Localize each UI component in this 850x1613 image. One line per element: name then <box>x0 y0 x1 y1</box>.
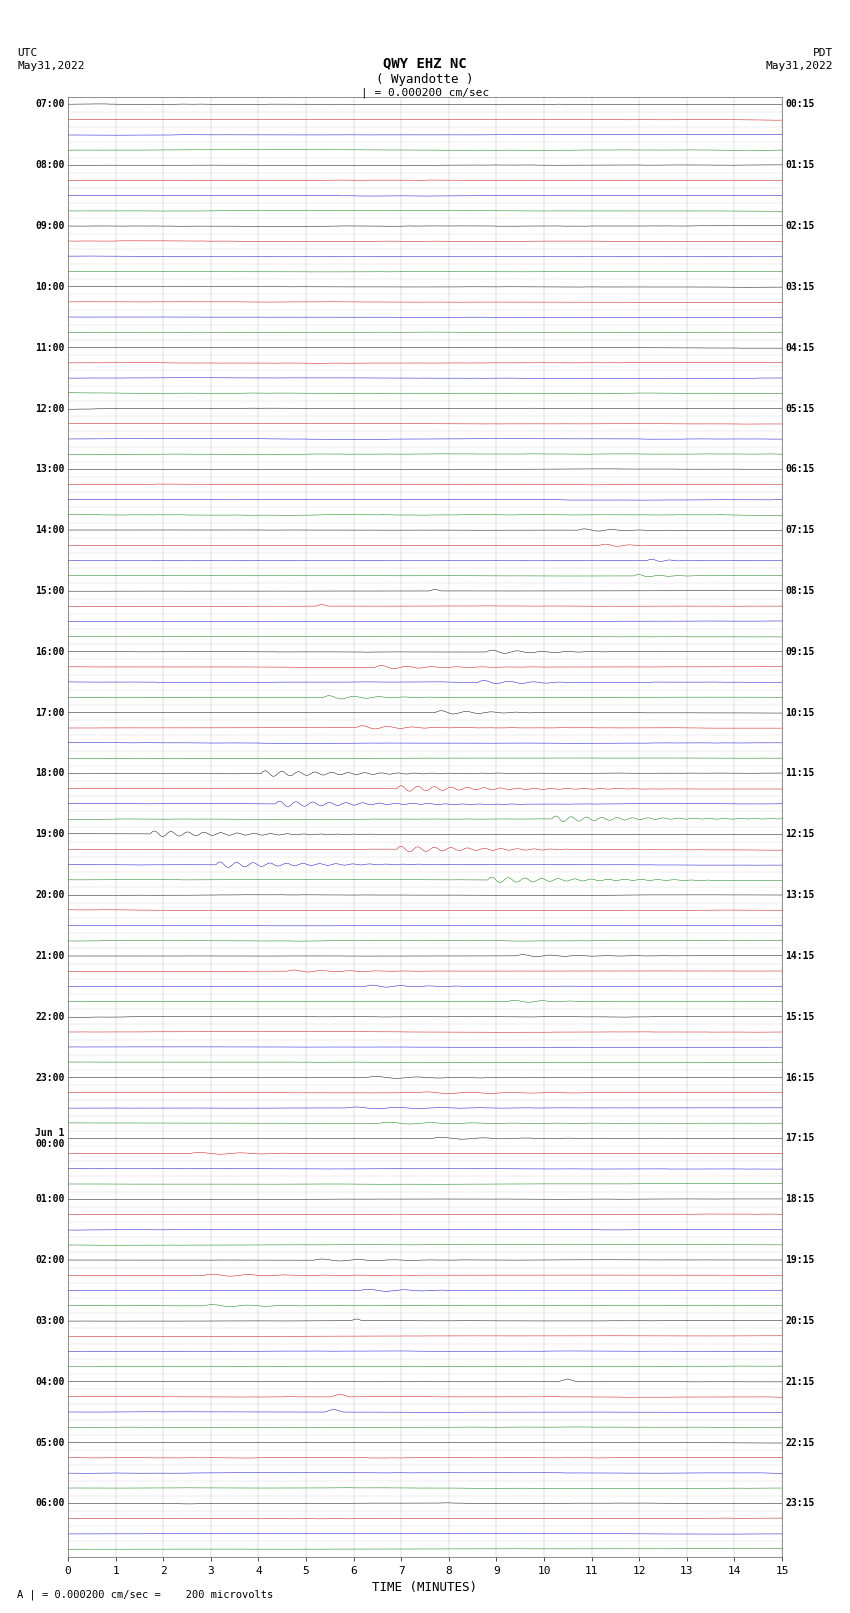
Text: May31,2022: May31,2022 <box>17 61 84 71</box>
Text: 05:00: 05:00 <box>35 1437 65 1447</box>
Text: 20:15: 20:15 <box>785 1316 815 1326</box>
Text: PDT: PDT <box>813 48 833 58</box>
Text: 07:00: 07:00 <box>35 100 65 110</box>
Text: 15:15: 15:15 <box>785 1011 815 1021</box>
Text: 05:15: 05:15 <box>785 403 815 413</box>
Text: 15:00: 15:00 <box>35 586 65 595</box>
Text: 21:00: 21:00 <box>35 952 65 961</box>
Text: 17:15: 17:15 <box>785 1134 815 1144</box>
Text: 04:15: 04:15 <box>785 342 815 353</box>
Text: 07:15: 07:15 <box>785 526 815 536</box>
Text: 23:00: 23:00 <box>35 1073 65 1082</box>
Text: 12:15: 12:15 <box>785 829 815 839</box>
Text: 12:00: 12:00 <box>35 403 65 413</box>
Text: 14:15: 14:15 <box>785 952 815 961</box>
Text: Jun 1
00:00: Jun 1 00:00 <box>35 1127 65 1148</box>
Text: 06:15: 06:15 <box>785 465 815 474</box>
Text: 09:15: 09:15 <box>785 647 815 656</box>
Text: 13:00: 13:00 <box>35 465 65 474</box>
X-axis label: TIME (MINUTES): TIME (MINUTES) <box>372 1581 478 1594</box>
Text: 19:15: 19:15 <box>785 1255 815 1265</box>
Text: 21:15: 21:15 <box>785 1376 815 1387</box>
Text: 23:15: 23:15 <box>785 1498 815 1508</box>
Text: 13:15: 13:15 <box>785 890 815 900</box>
Text: 16:15: 16:15 <box>785 1073 815 1082</box>
Text: UTC: UTC <box>17 48 37 58</box>
Text: 02:15: 02:15 <box>785 221 815 231</box>
Text: 20:00: 20:00 <box>35 890 65 900</box>
Text: 10:00: 10:00 <box>35 282 65 292</box>
Text: 19:00: 19:00 <box>35 829 65 839</box>
Text: 11:00: 11:00 <box>35 342 65 353</box>
Text: 22:15: 22:15 <box>785 1437 815 1447</box>
Text: 16:00: 16:00 <box>35 647 65 656</box>
Text: 02:00: 02:00 <box>35 1255 65 1265</box>
Text: 08:00: 08:00 <box>35 160 65 171</box>
Text: 01:15: 01:15 <box>785 160 815 171</box>
Text: 14:00: 14:00 <box>35 526 65 536</box>
Text: 22:00: 22:00 <box>35 1011 65 1021</box>
Text: | = 0.000200 cm/sec: | = 0.000200 cm/sec <box>361 87 489 98</box>
Text: May31,2022: May31,2022 <box>766 61 833 71</box>
Text: 10:15: 10:15 <box>785 708 815 718</box>
Text: 18:15: 18:15 <box>785 1194 815 1205</box>
Text: A | = 0.000200 cm/sec =    200 microvolts: A | = 0.000200 cm/sec = 200 microvolts <box>17 1589 273 1600</box>
Text: 06:00: 06:00 <box>35 1498 65 1508</box>
Text: 11:15: 11:15 <box>785 768 815 779</box>
Text: ( Wyandotte ): ( Wyandotte ) <box>377 73 473 85</box>
Text: 00:15: 00:15 <box>785 100 815 110</box>
Text: 09:00: 09:00 <box>35 221 65 231</box>
Text: 03:15: 03:15 <box>785 282 815 292</box>
Text: 17:00: 17:00 <box>35 708 65 718</box>
Text: 03:00: 03:00 <box>35 1316 65 1326</box>
Text: 08:15: 08:15 <box>785 586 815 595</box>
Text: 18:00: 18:00 <box>35 768 65 779</box>
Text: 01:00: 01:00 <box>35 1194 65 1205</box>
Text: 04:00: 04:00 <box>35 1376 65 1387</box>
Text: QWY EHZ NC: QWY EHZ NC <box>383 56 467 71</box>
